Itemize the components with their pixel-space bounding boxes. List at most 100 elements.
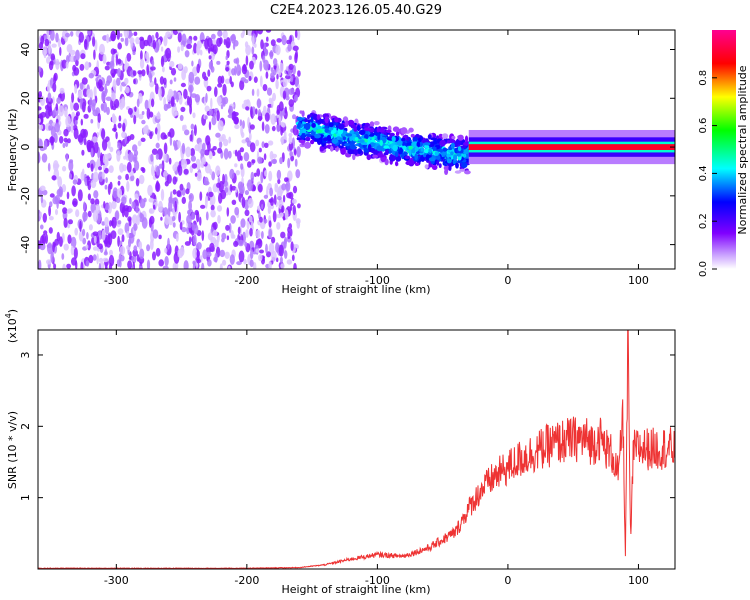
heatmap-cell [115, 77, 121, 87]
heatmap-cell [64, 106, 68, 118]
heatmap-cell [45, 109, 51, 119]
heatmap-cell [58, 105, 65, 117]
heatmap-cell [203, 180, 210, 186]
heatmap-cell [240, 218, 246, 228]
heatmap-cell [117, 180, 121, 186]
heatmap-cell [90, 147, 94, 158]
heatmap-cell [294, 158, 298, 167]
heatmap-cell [65, 61, 69, 69]
heatmap-cell [254, 43, 257, 48]
x-tick-label: 100 [628, 274, 649, 287]
heatmap-cell [237, 226, 241, 235]
x-tick-label: 0 [504, 274, 511, 287]
heatmap-cell [125, 173, 129, 181]
heatmap-cell [216, 110, 220, 122]
heatmap-cell [366, 154, 372, 161]
heatmap-cell [192, 66, 198, 77]
heatmap-cell [82, 228, 86, 237]
heatmap-cell [73, 67, 80, 76]
heatmap-cell [235, 170, 240, 176]
heatmap-cell [269, 50, 274, 60]
heatmap-cell [117, 122, 122, 129]
heatmap-cell [349, 136, 353, 142]
heatmap-cell [392, 126, 400, 132]
heatmap-cell [150, 153, 154, 162]
heatmap-cell [90, 198, 95, 205]
heatmap-cell [451, 135, 456, 140]
snr-series-line [38, 330, 675, 569]
heatmap-cell [222, 259, 227, 266]
heatmap-cell [77, 134, 84, 143]
heatmap-cell [149, 72, 153, 83]
heatmap-cell [226, 60, 230, 65]
heatmap-cell [395, 161, 399, 167]
heatmap-cell [110, 230, 117, 240]
heatmap-cell [102, 257, 109, 263]
heatmap-cell [62, 165, 67, 172]
heatmap-cell [288, 55, 292, 60]
heatmap-cell [210, 66, 215, 73]
heatmap-cell [222, 30, 228, 39]
heatmap-cell [55, 58, 60, 70]
heatmap-cell [210, 97, 213, 110]
heatmap-cell [275, 44, 281, 56]
heatmap-cell [414, 146, 419, 152]
heatmap-cell [211, 33, 216, 40]
heatmap-cell [204, 105, 210, 113]
heatmap-cell [133, 78, 136, 85]
heatmap-cell [164, 214, 170, 226]
heatmap-cell [292, 114, 297, 120]
heatmap-cell [248, 75, 252, 82]
heatmap-cell [271, 236, 276, 244]
heatmap-cell [93, 190, 99, 199]
spectrogram-frame [37, 29, 676, 270]
heatmap-cell [83, 137, 87, 146]
heatmap-cell [183, 168, 189, 175]
heatmap-cell [154, 127, 158, 135]
heatmap-cell [48, 125, 52, 131]
heatmap-cell [303, 124, 311, 131]
heatmap-cell [257, 30, 263, 35]
heatmap-cell [228, 136, 232, 144]
heatmap-cell [311, 122, 316, 128]
heatmap-cell [135, 177, 140, 187]
heatmap-cell [253, 76, 258, 83]
heatmap-cell [234, 124, 240, 130]
heatmap-cell [242, 120, 245, 129]
heatmap-cell [49, 60, 54, 66]
heatmap-cell [251, 46, 255, 55]
heatmap-cell [199, 191, 203, 201]
heatmap-cell [189, 104, 193, 115]
heatmap-cell [148, 208, 153, 214]
heatmap-cell [49, 136, 55, 144]
heatmap-cell [273, 194, 277, 205]
heatmap-cell [282, 77, 288, 88]
heatmap-cell [47, 82, 51, 93]
heatmap-cell [345, 133, 353, 137]
heatmap-cell [133, 245, 138, 252]
heatmap-cell [181, 196, 186, 204]
heatmap-cell [86, 174, 90, 187]
heatmap-cell [158, 163, 163, 169]
heatmap-cell [362, 144, 366, 149]
heatmap-cell [112, 187, 119, 199]
heatmap-cell [145, 51, 150, 60]
heatmap-cell [109, 181, 113, 190]
heatmap-cell [288, 99, 295, 108]
heatmap-cell [85, 260, 90, 267]
heatmap-cell [104, 216, 109, 228]
heatmap-cell [53, 74, 57, 85]
heatmap-cell [400, 127, 408, 135]
heatmap-cell [456, 153, 462, 157]
heatmap-cell [173, 77, 177, 82]
colorbar-tick-label: 0.6 [698, 118, 709, 134]
colorbar-gradient [712, 30, 736, 269]
heatmap-cell [105, 96, 112, 102]
heatmap-cell [76, 111, 80, 117]
heatmap-cell [40, 111, 47, 118]
heatmap-cell [286, 39, 291, 45]
heatmap-cell [261, 121, 265, 132]
heatmap-cell [222, 97, 226, 107]
heatmap-cell [290, 75, 294, 83]
heatmap-cell [196, 63, 200, 74]
